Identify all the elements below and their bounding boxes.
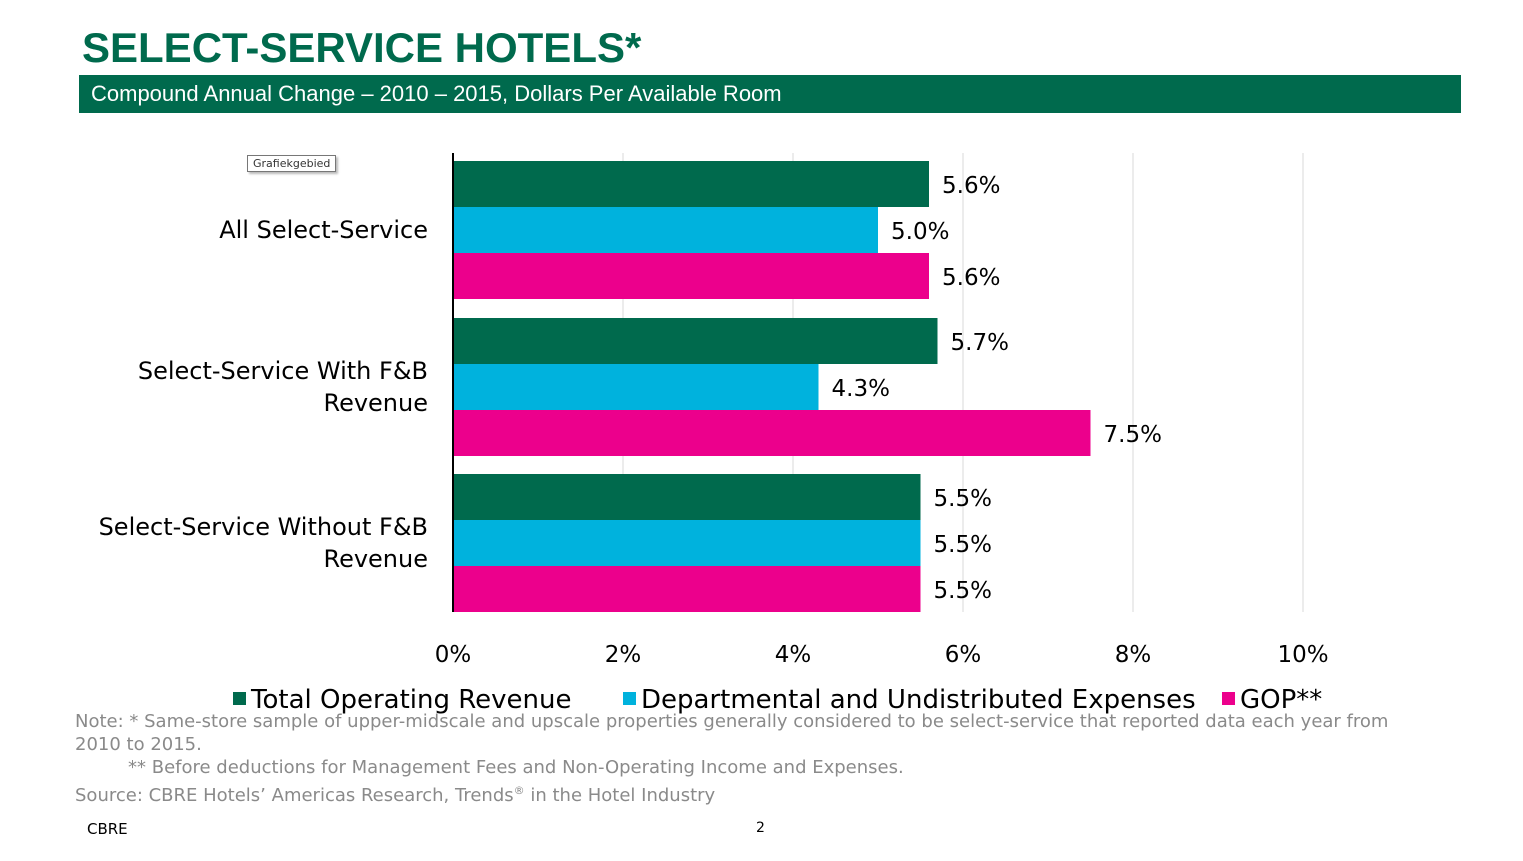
source-text-end: in the Hotel Industry xyxy=(524,785,716,806)
category-label: Select-Service With F&B xyxy=(138,357,428,385)
x-tick-label: 0% xyxy=(435,642,472,668)
data-label: 5.5% xyxy=(934,532,992,558)
chart-area-tooltip: Grafiekgebied xyxy=(247,155,337,172)
category-label: Select-Service Without F&B xyxy=(99,513,428,541)
note-line: ** Before deductions for Management Fees… xyxy=(128,757,904,778)
x-tick-label: 6% xyxy=(945,642,982,668)
data-label: 7.5% xyxy=(1104,422,1162,448)
data-label: 5.7% xyxy=(951,330,1009,356)
bar-gop xyxy=(453,566,921,612)
subtitle-bar: Compound Annual Change – 2010 – 2015, Do… xyxy=(79,75,1461,113)
notes: Note: * Same-store sample of upper-midsc… xyxy=(75,710,1475,807)
category-label: Revenue xyxy=(323,389,428,417)
source-text: Source: CBRE Hotels’ Americas Research, … xyxy=(75,785,514,806)
x-tick-label: 8% xyxy=(1115,642,1152,668)
data-label: 5.6% xyxy=(942,173,1000,199)
footer-brand: CBRE xyxy=(87,820,128,838)
legend-swatch xyxy=(623,692,636,705)
bar-total-revenue xyxy=(453,474,921,520)
category-label: Revenue xyxy=(323,545,428,573)
legend-label: Total Operating Revenue xyxy=(250,685,571,715)
x-tick-label: 4% xyxy=(775,642,812,668)
data-label: 5.5% xyxy=(934,578,992,604)
legend-label: GOP** xyxy=(1240,685,1322,715)
x-tick-label: 10% xyxy=(1277,642,1328,668)
bar-gop xyxy=(453,253,929,299)
subtitle: Compound Annual Change – 2010 – 2015, Do… xyxy=(91,81,782,106)
bar-expenses xyxy=(453,207,878,253)
page-number: 2 xyxy=(756,820,765,836)
legend-label: Departmental and Undistributed Expenses xyxy=(641,685,1196,715)
bar-expenses xyxy=(453,520,921,566)
category-label: All Select-Service xyxy=(219,216,428,244)
data-label: 5.0% xyxy=(891,219,949,245)
source-line: Source: CBRE Hotels’ Americas Research, … xyxy=(75,779,1475,807)
legend-swatch xyxy=(1222,692,1235,705)
data-label: 5.6% xyxy=(942,265,1000,291)
bar-gop xyxy=(453,410,1091,456)
legend-swatch xyxy=(233,692,246,705)
bar-total-revenue xyxy=(453,161,929,207)
registered-mark: ® xyxy=(513,784,525,797)
data-label: 5.5% xyxy=(934,486,992,512)
note-line: Note: * Same-store sample of upper-midsc… xyxy=(75,711,1389,732)
note-line: 2010 to 2015. xyxy=(75,734,202,755)
bar-total-revenue xyxy=(453,318,938,364)
x-tick-label: 2% xyxy=(605,642,642,668)
page-title: SELECT-SERVICE HOTELS* xyxy=(82,24,642,71)
data-label: 4.3% xyxy=(832,376,890,402)
bar-expenses xyxy=(453,364,819,410)
